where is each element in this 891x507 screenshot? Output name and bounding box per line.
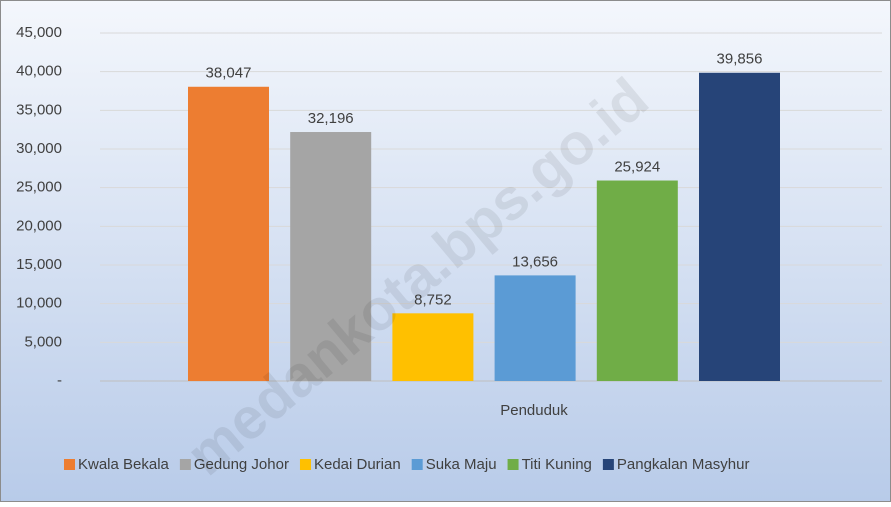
y-tick-label: 45,000 (16, 24, 62, 41)
y-tick-label: 15,000 (16, 256, 62, 273)
bar (188, 86, 269, 381)
legend-swatch (411, 459, 423, 470)
y-tick-label: 20,000 (16, 217, 62, 234)
bar (596, 180, 678, 381)
legend-label: Kwala Bekala (78, 456, 170, 473)
legend-label: Gedung Johor (194, 456, 289, 473)
legend-swatch (507, 459, 519, 470)
value-label: 8,752 (414, 291, 452, 308)
legend-label: Titi Kuning (522, 456, 592, 473)
value-label: 13,656 (512, 253, 558, 270)
legend-swatch (299, 459, 311, 470)
value-label: 25,924 (614, 158, 660, 175)
legend-label: Pangkalan Masyhur (617, 456, 750, 473)
value-label: 39,856 (717, 51, 763, 68)
y-tick-label: 10,000 (16, 295, 62, 312)
legend-label: Kedai Durian (314, 456, 401, 473)
bar (494, 275, 576, 381)
bar (699, 72, 780, 381)
y-tick-label: - (57, 372, 62, 389)
legend-swatch (179, 459, 191, 470)
y-tick-label: 35,000 (16, 101, 62, 118)
bar (290, 132, 372, 381)
y-tick-label: 40,000 (16, 63, 62, 80)
y-tick-label: 5,000 (24, 333, 62, 350)
value-label: 32,196 (308, 110, 354, 127)
y-tick-label: 30,000 (16, 140, 62, 157)
legend-swatch (64, 459, 75, 470)
legend-swatch (602, 459, 614, 470)
y-tick-label: 25,000 (16, 179, 62, 196)
legend-label: Suka Maju (426, 456, 497, 473)
value-label: 38,047 (206, 65, 252, 82)
x-tick-label: Penduduk (500, 402, 568, 419)
bar (392, 313, 474, 381)
